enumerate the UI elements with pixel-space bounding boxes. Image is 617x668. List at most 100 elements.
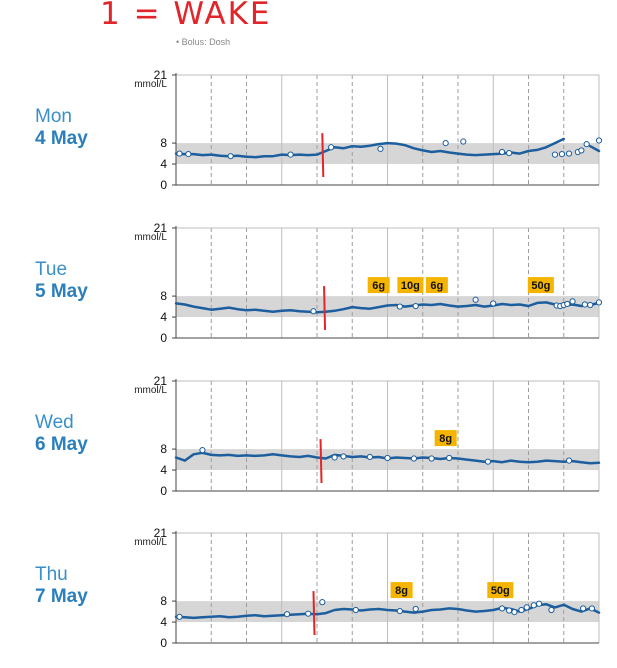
day-name: Mon	[35, 106, 72, 127]
reading-point	[319, 599, 326, 606]
reading-point	[442, 139, 449, 147]
reading-point	[283, 611, 291, 618]
glucose-trace	[174, 137, 601, 159]
glucose-chart: 21 8 4 0 mmol/L 8g 50g	[134, 526, 601, 650]
reading-point	[518, 606, 525, 614]
y-tick-label: 0	[160, 484, 167, 498]
reading-point	[227, 153, 234, 160]
day-label: Thu 7 May	[35, 564, 125, 608]
reading-point	[472, 296, 479, 303]
reading-point	[484, 458, 492, 465]
day-label: Mon 4 May	[35, 106, 125, 150]
reading-point	[523, 604, 530, 611]
reading-point	[565, 457, 573, 464]
day-panel-mon: Mon 4 May 21 8 4 0 mmol/L	[0, 60, 617, 210]
carb-label: 8g	[395, 585, 408, 597]
y-tick-label: 21	[154, 221, 168, 235]
reading-point	[564, 300, 571, 308]
reading-point	[548, 606, 555, 614]
reading-point	[176, 613, 183, 620]
reading-point	[535, 600, 543, 607]
reading-point	[551, 151, 559, 158]
reading-point	[328, 144, 335, 151]
y-tick-label: 8	[160, 594, 167, 608]
reading-point	[428, 455, 435, 462]
reading-point	[185, 150, 192, 158]
day-label: Wed 6 May	[35, 412, 125, 456]
day-date: 4 May	[35, 128, 88, 149]
reading-point	[578, 147, 585, 154]
carb-badge	[434, 430, 457, 447]
reading-point	[176, 150, 183, 157]
carb-label: 50g	[531, 280, 550, 292]
y-tick-label: 0	[160, 178, 167, 192]
reading-point	[595, 299, 603, 306]
reading-point	[511, 608, 518, 616]
carb-label: 8g	[439, 433, 452, 445]
reading-point	[595, 137, 603, 144]
reading-point	[506, 607, 513, 614]
reading-point	[460, 138, 467, 145]
day-panel-wed: Wed 6 May 21 8 4 0 mmol/L 8g	[0, 366, 617, 516]
unit-label: mmol/L	[134, 385, 167, 396]
reading-point	[565, 150, 573, 157]
carb-badge	[425, 277, 448, 294]
day-name: Wed	[35, 412, 74, 433]
reading-point	[384, 454, 391, 462]
reading-point	[287, 151, 294, 158]
day-panel-tue: Tue 5 May 21 8 4 0 mmol/L 6g 10g 6g 50g	[0, 213, 617, 363]
reading-point	[558, 150, 566, 158]
y-tick-label: 0	[160, 636, 167, 650]
carb-badge	[487, 582, 514, 599]
y-tick-label: 8	[160, 289, 167, 303]
y-tick-label: 8	[160, 442, 167, 456]
glucose-trace	[174, 301, 601, 314]
day-name: Tue	[35, 259, 68, 280]
day-name: Thu	[35, 564, 68, 585]
glucose-chart: 21 8 4 0 mmol/L 6g 10g 6g 50g	[134, 221, 603, 345]
unit-label: mmol/L	[134, 79, 167, 90]
y-tick-label: 4	[160, 463, 167, 477]
y-tick-label: 8	[160, 136, 167, 150]
reading-point	[569, 298, 576, 305]
reading-point	[199, 447, 206, 454]
reading-point	[305, 610, 312, 617]
y-tick-label: 21	[154, 68, 168, 82]
y-tick-label: 21	[154, 374, 168, 388]
reading-point	[377, 145, 384, 152]
reading-point	[331, 454, 338, 461]
day-date: 5 May	[35, 281, 88, 302]
day-label: Tue 5 May	[35, 259, 125, 303]
carb-badge	[397, 277, 424, 294]
unit-label: mmol/L	[134, 232, 167, 243]
reading-point	[396, 607, 403, 615]
reading-point	[396, 303, 403, 310]
day-date: 7 May	[35, 586, 88, 607]
reading-point	[352, 606, 359, 614]
carb-badge	[367, 277, 390, 294]
carb-badge	[527, 277, 554, 294]
carb-badge	[390, 582, 413, 599]
carb-label: 10g	[401, 280, 420, 292]
glucose-chart: 21 8 4 0 mmol/L	[134, 68, 603, 192]
reading-point	[506, 149, 513, 157]
reading-point	[587, 301, 594, 309]
reading-point	[412, 605, 419, 613]
wake-marker	[323, 286, 327, 331]
carb-label: 6g	[372, 280, 385, 292]
unit-label: mmol/L	[134, 537, 167, 548]
reading-point	[588, 605, 596, 612]
reading-point	[581, 301, 589, 308]
legend-stub: • Bolus: Dosh	[176, 37, 231, 47]
carb-label: 6g	[430, 280, 443, 292]
reading-point	[446, 454, 453, 462]
reading-point	[498, 605, 506, 612]
y-tick-label: 4	[160, 615, 167, 629]
reading-point	[583, 141, 590, 148]
reading-point	[530, 602, 537, 609]
y-tick-label: 0	[160, 331, 167, 345]
y-tick-label: 21	[154, 526, 168, 540]
wake-annotation: 1 = WAKE	[100, 0, 272, 32]
wake-marker	[312, 591, 316, 636]
reading-point	[580, 605, 587, 612]
